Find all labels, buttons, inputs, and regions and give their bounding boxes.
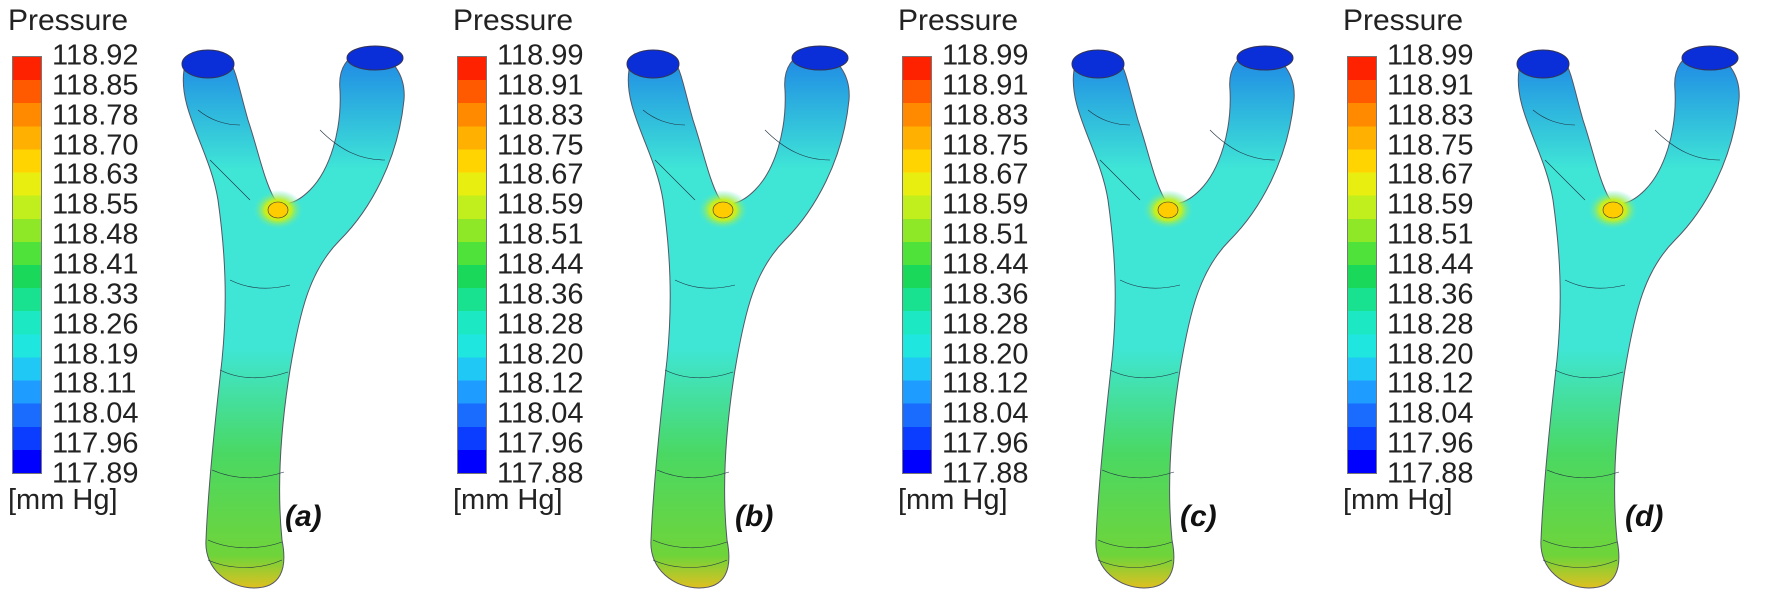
legend-tick-label: 118.12: [497, 367, 584, 400]
legend-unit: [mm Hg]: [898, 484, 1008, 516]
legend-tick-label: 117.96: [942, 427, 1029, 460]
legend-title: Pressure: [8, 4, 129, 37]
panel-d: Pressure 118.99 118.91 118.83 118.75 118.67 11…: [1335, 0, 1780, 603]
panel-label: (b): [735, 500, 774, 533]
panel-c: Pressure 118.99 118.91 118.83 118.75 118.67 11…: [890, 0, 1335, 603]
legend-tick-label: 118.91: [942, 69, 1029, 102]
legend-tick-label: 118.59: [497, 188, 584, 221]
legend-tick-label: 118.28: [1387, 308, 1474, 341]
legend-tick-label: 118.41: [52, 248, 139, 281]
legend-tick-label: 118.04: [1387, 397, 1474, 430]
legend-tick-label: 118.83: [497, 99, 584, 132]
legend-tick-label: 118.63: [52, 158, 139, 191]
legend-tick-label: 118.75: [497, 129, 584, 162]
legend-tick-label: 118.44: [1387, 248, 1474, 281]
legend-tick-label: 118.51: [1387, 218, 1474, 251]
legend-tick-label: 118.91: [1387, 69, 1474, 102]
vessel-pressure-contour: [181, 45, 405, 589]
legend-tick-label: 118.67: [1387, 158, 1474, 191]
legend-unit: [mm Hg]: [453, 484, 563, 516]
legend-tick-label: 118.83: [1387, 99, 1474, 132]
legend-tick-label: 118.19: [52, 338, 139, 371]
legend-tick-label: 117.88: [1387, 457, 1474, 490]
vessel-pressure-contour: [1516, 45, 1740, 589]
legend-title: Pressure: [1343, 4, 1464, 37]
legend-tick-label: 118.28: [942, 308, 1029, 341]
legend-tick-label: 118.75: [1387, 129, 1474, 162]
legend-tick-label: 118.44: [497, 248, 584, 281]
legend-tick-label: 118.55: [52, 188, 139, 221]
legend-ticks: 118.99 118.91 118.83 118.75 118.67 118.59 118.…: [1387, 41, 1537, 488]
legend-tick-label: 117.96: [1387, 427, 1474, 460]
vessel-pressure-contour: [626, 45, 850, 589]
color-scale-bar: [12, 56, 42, 474]
legend-tick-label: 118.04: [497, 397, 584, 430]
legend-tick-label: 118.99: [942, 39, 1029, 72]
color-scale-bar: [1347, 56, 1377, 474]
color-scale-bar: [457, 56, 487, 474]
color-scale-bar: [902, 56, 932, 474]
legend-tick-label: 118.67: [942, 158, 1029, 191]
legend-tick-label: 118.85: [52, 69, 139, 102]
legend-tick-label: 118.59: [1387, 188, 1474, 221]
legend-title: Pressure: [898, 4, 1019, 37]
legend-tick-label: 118.75: [942, 129, 1029, 162]
legend-tick-label: 118.20: [497, 338, 584, 371]
panel-a: Pressure 118.92 118.85 118.78 118.70 118.63 11…: [0, 0, 445, 603]
legend-unit: [mm Hg]: [1343, 484, 1453, 516]
legend-tick-label: 118.36: [942, 278, 1029, 311]
legend-tick-label: 118.51: [497, 218, 584, 251]
legend-tick-label: 118.20: [1387, 338, 1474, 371]
legend-tick-label: 118.99: [1387, 39, 1474, 72]
legend-tick-label: 117.88: [942, 457, 1029, 490]
panel-label: (c): [1180, 500, 1217, 533]
legend-ticks: 118.92 118.85 118.78 118.70 118.63 118.55 118.…: [52, 41, 202, 488]
legend-ticks: 118.99 118.91 118.83 118.75 118.67 118.59 118.…: [942, 41, 1092, 488]
legend-tick-label: 118.91: [497, 69, 584, 102]
legend-tick-label: 118.70: [52, 129, 139, 162]
legend-tick-label: 118.04: [52, 397, 139, 430]
legend-tick-label: 118.67: [497, 158, 584, 191]
legend-tick-label: 118.12: [1387, 367, 1474, 400]
legend-ticks: 118.99 118.91 118.83 118.75 118.67 118.59 118.…: [497, 41, 647, 488]
legend-tick-label: 118.04: [942, 397, 1029, 430]
legend-tick-label: 118.36: [1387, 278, 1474, 311]
legend-title: Pressure: [453, 4, 574, 37]
legend-tick-label: 118.26: [52, 308, 139, 341]
legend-tick-label: 117.96: [52, 427, 139, 460]
legend-tick-label: 118.28: [497, 308, 584, 341]
legend-tick-label: 118.92: [52, 39, 139, 72]
legend-unit: [mm Hg]: [8, 484, 118, 516]
vessel-pressure-contour: [1071, 45, 1295, 589]
legend-tick-label: 118.11: [52, 367, 137, 400]
legend-tick-label: 118.83: [942, 99, 1029, 132]
panel-label: (d): [1625, 500, 1664, 533]
legend-tick-label: 117.96: [497, 427, 584, 460]
legend-tick-label: 117.88: [497, 457, 584, 490]
legend-tick-label: 118.99: [497, 39, 584, 72]
legend-tick-label: 118.44: [942, 248, 1029, 281]
panel-label: (a): [285, 500, 322, 533]
legend-tick-label: 118.20: [942, 338, 1029, 371]
legend-tick-label: 118.48: [52, 218, 139, 251]
legend-tick-label: 118.78: [52, 99, 139, 132]
panel-b: Pressure 118.99 118.91 118.83 118.75 118.67 11…: [445, 0, 890, 603]
legend-tick-label: 118.59: [942, 188, 1029, 221]
legend-tick-label: 118.36: [497, 278, 584, 311]
legend-tick-label: 118.33: [52, 278, 139, 311]
legend-tick-label: 118.12: [942, 367, 1029, 400]
legend-tick-label: 117.89: [52, 457, 139, 490]
legend-tick-label: 118.51: [942, 218, 1029, 251]
